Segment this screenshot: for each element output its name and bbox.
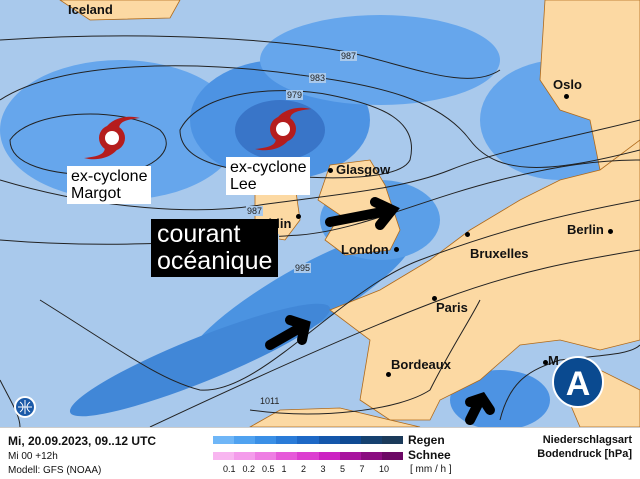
city-dot <box>394 247 399 252</box>
color-swatch <box>297 436 319 444</box>
scale-tick: 2 <box>301 464 307 474</box>
city-label-london: London <box>341 242 389 257</box>
cyclone-margot-icon <box>84 116 140 160</box>
isobar-label: 995 <box>294 263 312 273</box>
color-swatch <box>339 436 361 444</box>
city-dot <box>296 214 301 219</box>
city-dot <box>608 229 613 234</box>
legend-panel: Mi, 20.09.2023, 09..12 UTC Mi 00 +12h Mo… <box>0 427 640 479</box>
color-swatch <box>234 452 256 460</box>
color-swatch <box>234 436 256 444</box>
color-swatch <box>360 452 382 460</box>
unit-label: [ mm / h ] <box>410 464 452 475</box>
city-label-iceland: Iceland <box>68 2 113 17</box>
city-dot <box>564 94 569 99</box>
rain-color-scale <box>213 436 403 444</box>
flow-arrows <box>265 197 495 425</box>
legend-title-pressure: Bodendruck [hPa] <box>537 448 632 460</box>
cyclone-label-line1: ex-cyclone <box>71 168 148 185</box>
color-swatch <box>255 452 277 460</box>
scale-tick: 0.1 <box>223 464 236 474</box>
land-layer <box>59 0 640 427</box>
annotation-line2: océanique <box>157 247 273 275</box>
city-dot <box>328 168 333 173</box>
scale-tick: 1 <box>281 464 287 474</box>
city-dot <box>543 360 548 365</box>
cyclone-label-line1: ex-cyclone <box>230 159 307 176</box>
cyclone-label-line2: Lee <box>230 176 257 193</box>
cyclone-lee-icon <box>255 107 311 151</box>
color-swatch <box>381 452 403 460</box>
cyclone-lee-label: ex-cyclone Lee <box>226 157 311 195</box>
forecast-datetime: Mi, 20.09.2023, 09..12 UTC <box>8 434 157 448</box>
isobar-label: 1011 <box>259 396 281 406</box>
model-run: Mi 00 +12h <box>8 451 58 462</box>
globe-icon[interactable] <box>14 396 36 418</box>
scale-tick: 5 <box>340 464 346 474</box>
scale-tick: 3 <box>320 464 326 474</box>
isobar-label: 983 <box>309 73 327 83</box>
color-swatch <box>255 436 277 444</box>
courant-oceanique-label: courant océanique <box>151 219 279 277</box>
color-swatch <box>276 452 298 460</box>
cyclone-label-line2: Margot <box>71 185 121 202</box>
cyclone-margot-label: ex-cyclone Margot <box>67 166 152 204</box>
scale-tick: 0.5 <box>262 464 275 474</box>
city-label-berlin: Berlin <box>567 222 604 237</box>
legend-title-type: Niederschlagsart <box>542 434 632 446</box>
color-swatch <box>339 452 361 460</box>
model-name: Modell: GFS (NOAA) <box>8 465 102 476</box>
color-swatch <box>360 436 382 444</box>
annotation-line1: courant <box>157 220 241 248</box>
color-swatch <box>276 436 298 444</box>
weather-map: A Iceland Oslo Glasgow Dublin London Bru… <box>0 0 640 427</box>
isobar-label: 987 <box>340 51 358 61</box>
city-label-glasgow: Glasgow <box>336 162 391 177</box>
high-pressure-icon <box>552 356 604 408</box>
city-dot <box>465 232 470 237</box>
city-dot <box>386 372 391 377</box>
city-label-m: M <box>548 353 559 368</box>
scale-tick: 0.2 <box>242 464 256 474</box>
color-swatch <box>381 436 403 444</box>
snow-label: Schnee <box>408 448 451 462</box>
color-swatch <box>318 436 340 444</box>
color-swatch <box>213 436 235 444</box>
color-swatch <box>318 452 340 460</box>
rain-label: Regen <box>408 433 445 447</box>
scale-tick: 7 <box>359 464 365 474</box>
city-label-oslo: Oslo <box>553 77 582 92</box>
high-pressure-label: A <box>566 365 591 403</box>
color-swatch <box>213 452 235 460</box>
scale-tick: 10 <box>379 464 390 474</box>
snow-color-scale <box>213 452 403 460</box>
isobar-label: 987 <box>246 206 264 216</box>
city-label-paris: Paris <box>436 300 468 315</box>
isobar-label: 979 <box>286 90 304 100</box>
city-dot <box>432 296 437 301</box>
city-label-bordeaux: Bordeaux <box>391 357 451 372</box>
city-label-bruxelles: Bruxelles <box>470 246 529 261</box>
color-swatch <box>297 452 319 460</box>
isobar-layer <box>0 35 640 427</box>
